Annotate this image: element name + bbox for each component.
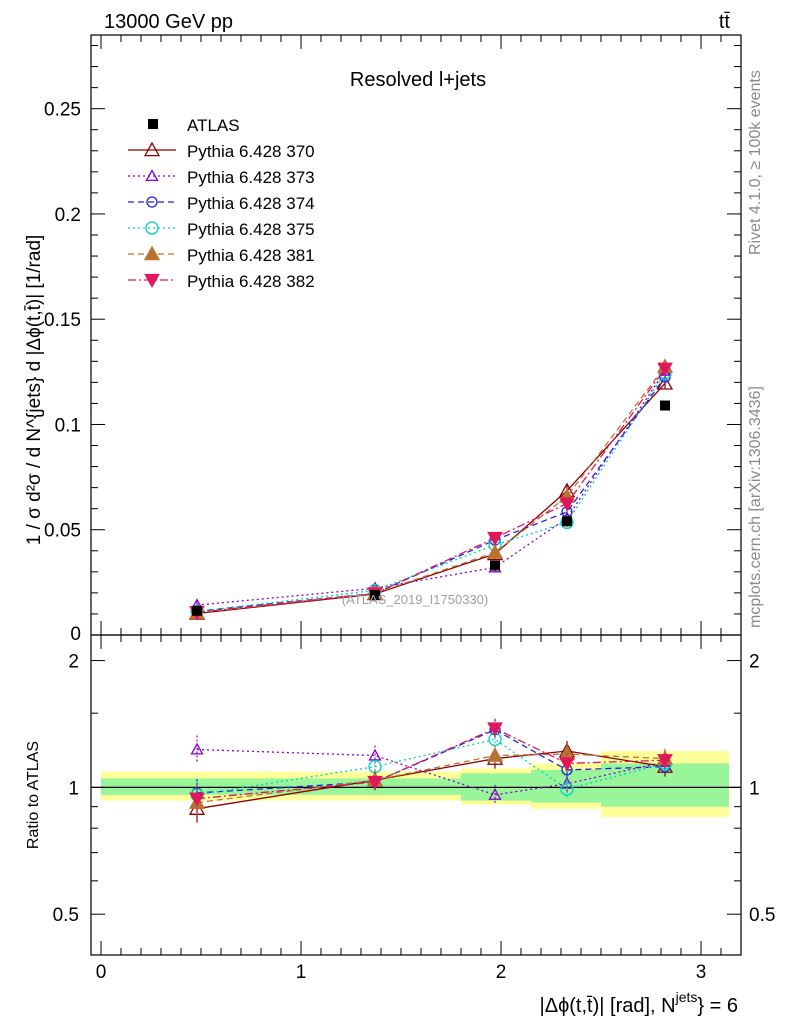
x-axis-label: |Δϕ(t,t̄)| [rad], Njets} = 6 [540,989,738,1017]
atlas-data-point [370,590,380,600]
series-1-line [196,370,666,606]
y-tick-label-zero: 0 [70,624,81,645]
legend-marker-2 [146,196,158,208]
y-tick-label: 0.2 [55,205,81,226]
y-tick-label: 0.1 [55,415,81,436]
legend-label-5: Pythia 6.428 382 [187,272,315,291]
series-5-ratio-point [367,775,383,790]
x-tick-label: 3 [696,962,707,983]
series-0-point [656,375,674,390]
ratio-plot-frame [90,634,742,956]
series-2-line [196,376,666,612]
legend-label-0: Pythia 6.428 370 [187,142,315,161]
legend-label-3: Pythia 6.428 375 [187,220,315,239]
series-5-point [487,531,503,546]
legend-marker-4 [143,245,161,261]
series-4-point [486,544,504,559]
analysis-watermark: (ATLAS_2019_I1750330) [342,592,488,607]
legend-label-1: Pythia 6.428 373 [187,168,315,187]
series-5-point [657,362,673,377]
legend-label-2: Pythia 6.428 374 [187,194,315,213]
series-5-ratio-point [487,722,503,737]
legend-marker-1 [145,169,159,182]
atlas-data-point [660,400,670,411]
legend-marker-3 [145,221,159,235]
chart-title: Resolved l+jets [350,69,486,91]
rivet-label: Rivet 4.1.0, ≥ 100k events [747,70,764,255]
series-4-ratio-point [486,747,504,762]
legend-marker-atlas [148,119,158,129]
series-5-ratio-point [657,754,673,769]
ratio-tick-label-right: 1 [749,778,760,799]
series-5-point [559,497,575,512]
ratio-tick-label: 1 [68,778,79,799]
series-3-ratio-line [196,738,666,796]
ratio-band-inner [101,778,291,795]
process-label: tt̄ [719,11,731,33]
y-tick-label: 0.25 [44,100,81,121]
x-tick-label: 1 [296,962,307,983]
series-1-ratio-point [190,742,204,755]
mcplots-label: mcplots.cern.ch [arXiv:1306.3436] [747,386,764,628]
ratio-tick-label: 0.5 [53,905,79,926]
legend-label-4: Pythia 6.428 381 [187,246,315,265]
legend-label-atlas: ATLAS [187,116,240,135]
x-tick-label: 0 [96,962,107,983]
y-tick-label: 0.05 [44,521,81,542]
series-3-ratio-point [560,782,574,796]
legend-marker-5 [144,273,160,289]
legend-marker-0 [143,141,161,157]
atlas-data-point [490,560,500,571]
atlas-data-point [562,516,572,527]
energy-label: 13000 GeV pp [104,11,233,33]
series-5-ratio-point [189,792,205,807]
series-2-ratio-line [196,729,666,794]
ratio-tick-label-right: 0.5 [749,905,775,926]
ratio-y-axis-label: Ratio to ATLAS [25,741,42,849]
atlas-data-point [192,605,202,616]
series-1-ratio-point [488,788,502,800]
x-tick-label: 2 [496,962,507,983]
ratio-tick-label-right: 2 [749,652,760,673]
series-1-ratio-point [368,748,382,761]
ratio-tick-label: 2 [68,652,79,673]
series-5-ratio-point [559,757,575,772]
series-1-ratio-line [196,748,666,796]
y-axis-label: 1 / σ d²σ / d N^{jets} d |Δϕ(t,t̄)| [1/r… [24,235,45,546]
y-tick-label: 0.15 [44,310,81,331]
